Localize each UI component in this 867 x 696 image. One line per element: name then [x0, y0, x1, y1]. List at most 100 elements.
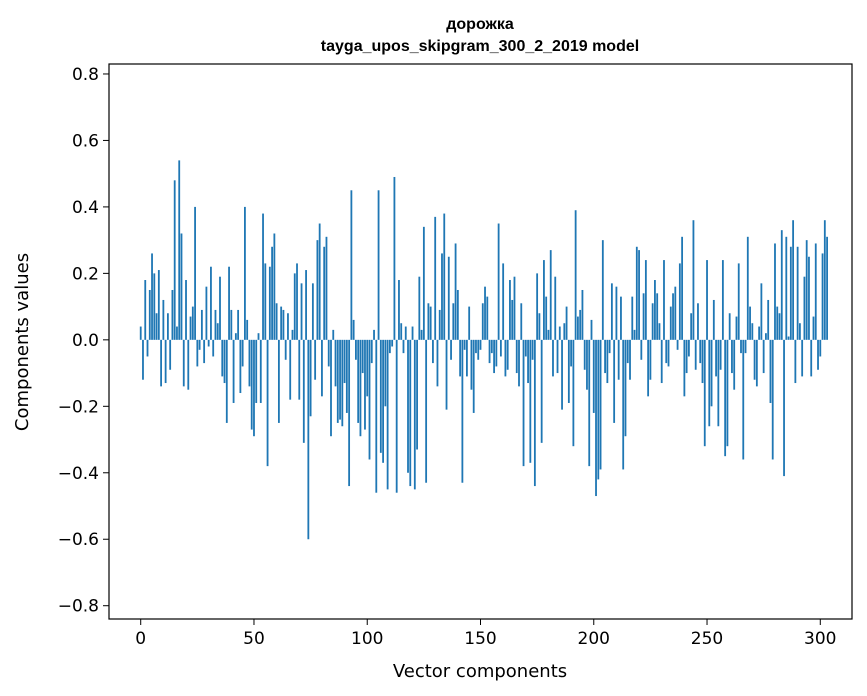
bar: [708, 339, 711, 427]
bar: [533, 339, 536, 487]
bar: [796, 246, 799, 340]
bar: [647, 339, 650, 397]
bar: [232, 339, 235, 403]
y-tick-label: 0.2: [72, 264, 99, 284]
bar: [583, 339, 586, 370]
bar: [495, 339, 498, 367]
bar: [692, 220, 695, 340]
bar: [792, 220, 795, 340]
x-tick-label: 250: [691, 629, 723, 649]
bar: [486, 296, 489, 340]
bar: [164, 339, 167, 384]
bar: [361, 339, 364, 374]
bar: [259, 339, 262, 403]
y-tick-label: 0.6: [72, 131, 99, 151]
bar: [506, 339, 509, 370]
bar: [765, 333, 767, 340]
bar: [776, 306, 779, 340]
bar: [268, 266, 271, 340]
bar: [370, 339, 373, 364]
bar: [456, 289, 459, 340]
x-tick-label: 100: [351, 629, 383, 649]
chart-subtitle: tayga_upos_skipgram_300_2_2019 model: [321, 38, 639, 55]
bar: [359, 339, 362, 437]
bar: [821, 253, 824, 340]
bar: [733, 339, 736, 390]
bar: [244, 206, 246, 340]
bar: [778, 313, 781, 340]
bar: [742, 339, 745, 460]
bar: [588, 339, 591, 467]
bar: [336, 339, 339, 423]
bar: [198, 339, 201, 350]
bar: [721, 260, 724, 340]
bar: [672, 293, 674, 340]
bar: [674, 286, 677, 340]
bar: [651, 303, 654, 340]
bar: [427, 303, 430, 340]
bar: [400, 323, 403, 340]
bar: [660, 339, 663, 384]
bar: [667, 339, 670, 367]
bar: [171, 289, 174, 340]
bar: [617, 339, 620, 380]
bar: [549, 250, 552, 340]
bar: [157, 270, 160, 340]
x-tick-label: 50: [243, 629, 265, 649]
bar: [180, 233, 183, 340]
y-axis-ticks: −0.8 −0.6 −0.4 −0.2 0.0 0.2 0.4 0.6 0.8: [58, 65, 109, 617]
bar: [246, 319, 249, 340]
bar: [635, 246, 638, 340]
bar: [155, 313, 158, 340]
bar: [554, 276, 557, 340]
bar: [305, 270, 307, 340]
bar: [429, 306, 432, 340]
bar: [493, 339, 495, 374]
bar: [538, 313, 541, 340]
bar: [545, 296, 548, 340]
bar: [445, 339, 448, 410]
bar: [502, 263, 505, 340]
bar: [343, 339, 346, 384]
bar: [552, 339, 554, 377]
bar: [466, 339, 468, 377]
bar: [368, 339, 371, 460]
bar: [479, 339, 482, 350]
bar: [543, 260, 545, 340]
bar: [515, 339, 518, 374]
bar: [597, 339, 600, 480]
bar: [706, 260, 708, 340]
bar: [484, 286, 486, 340]
bar: [529, 339, 532, 463]
bar: [357, 339, 360, 423]
bar: [819, 339, 822, 357]
bar: [178, 160, 181, 340]
bar: [216, 323, 219, 340]
bar: [275, 303, 278, 340]
bar: [284, 339, 287, 360]
bar: [663, 260, 665, 340]
bar: [518, 339, 520, 387]
bar: [407, 339, 409, 473]
bar: [194, 206, 196, 340]
bar: [794, 339, 797, 384]
bar: [402, 339, 405, 354]
bar: [438, 309, 441, 340]
bar: [717, 339, 720, 427]
bar: [386, 339, 389, 490]
bar: [681, 236, 684, 340]
bar: [257, 333, 260, 340]
bar: [169, 339, 172, 370]
bar: [388, 339, 391, 354]
bar: [330, 339, 332, 437]
bar: [416, 339, 418, 450]
bar: [771, 339, 774, 460]
bar: [436, 339, 439, 387]
bar: [812, 316, 815, 340]
bar: [604, 339, 606, 374]
bar: [366, 339, 369, 397]
bar: [685, 339, 688, 374]
bar: [744, 339, 747, 354]
bar: [205, 286, 208, 340]
bar: [230, 309, 233, 340]
